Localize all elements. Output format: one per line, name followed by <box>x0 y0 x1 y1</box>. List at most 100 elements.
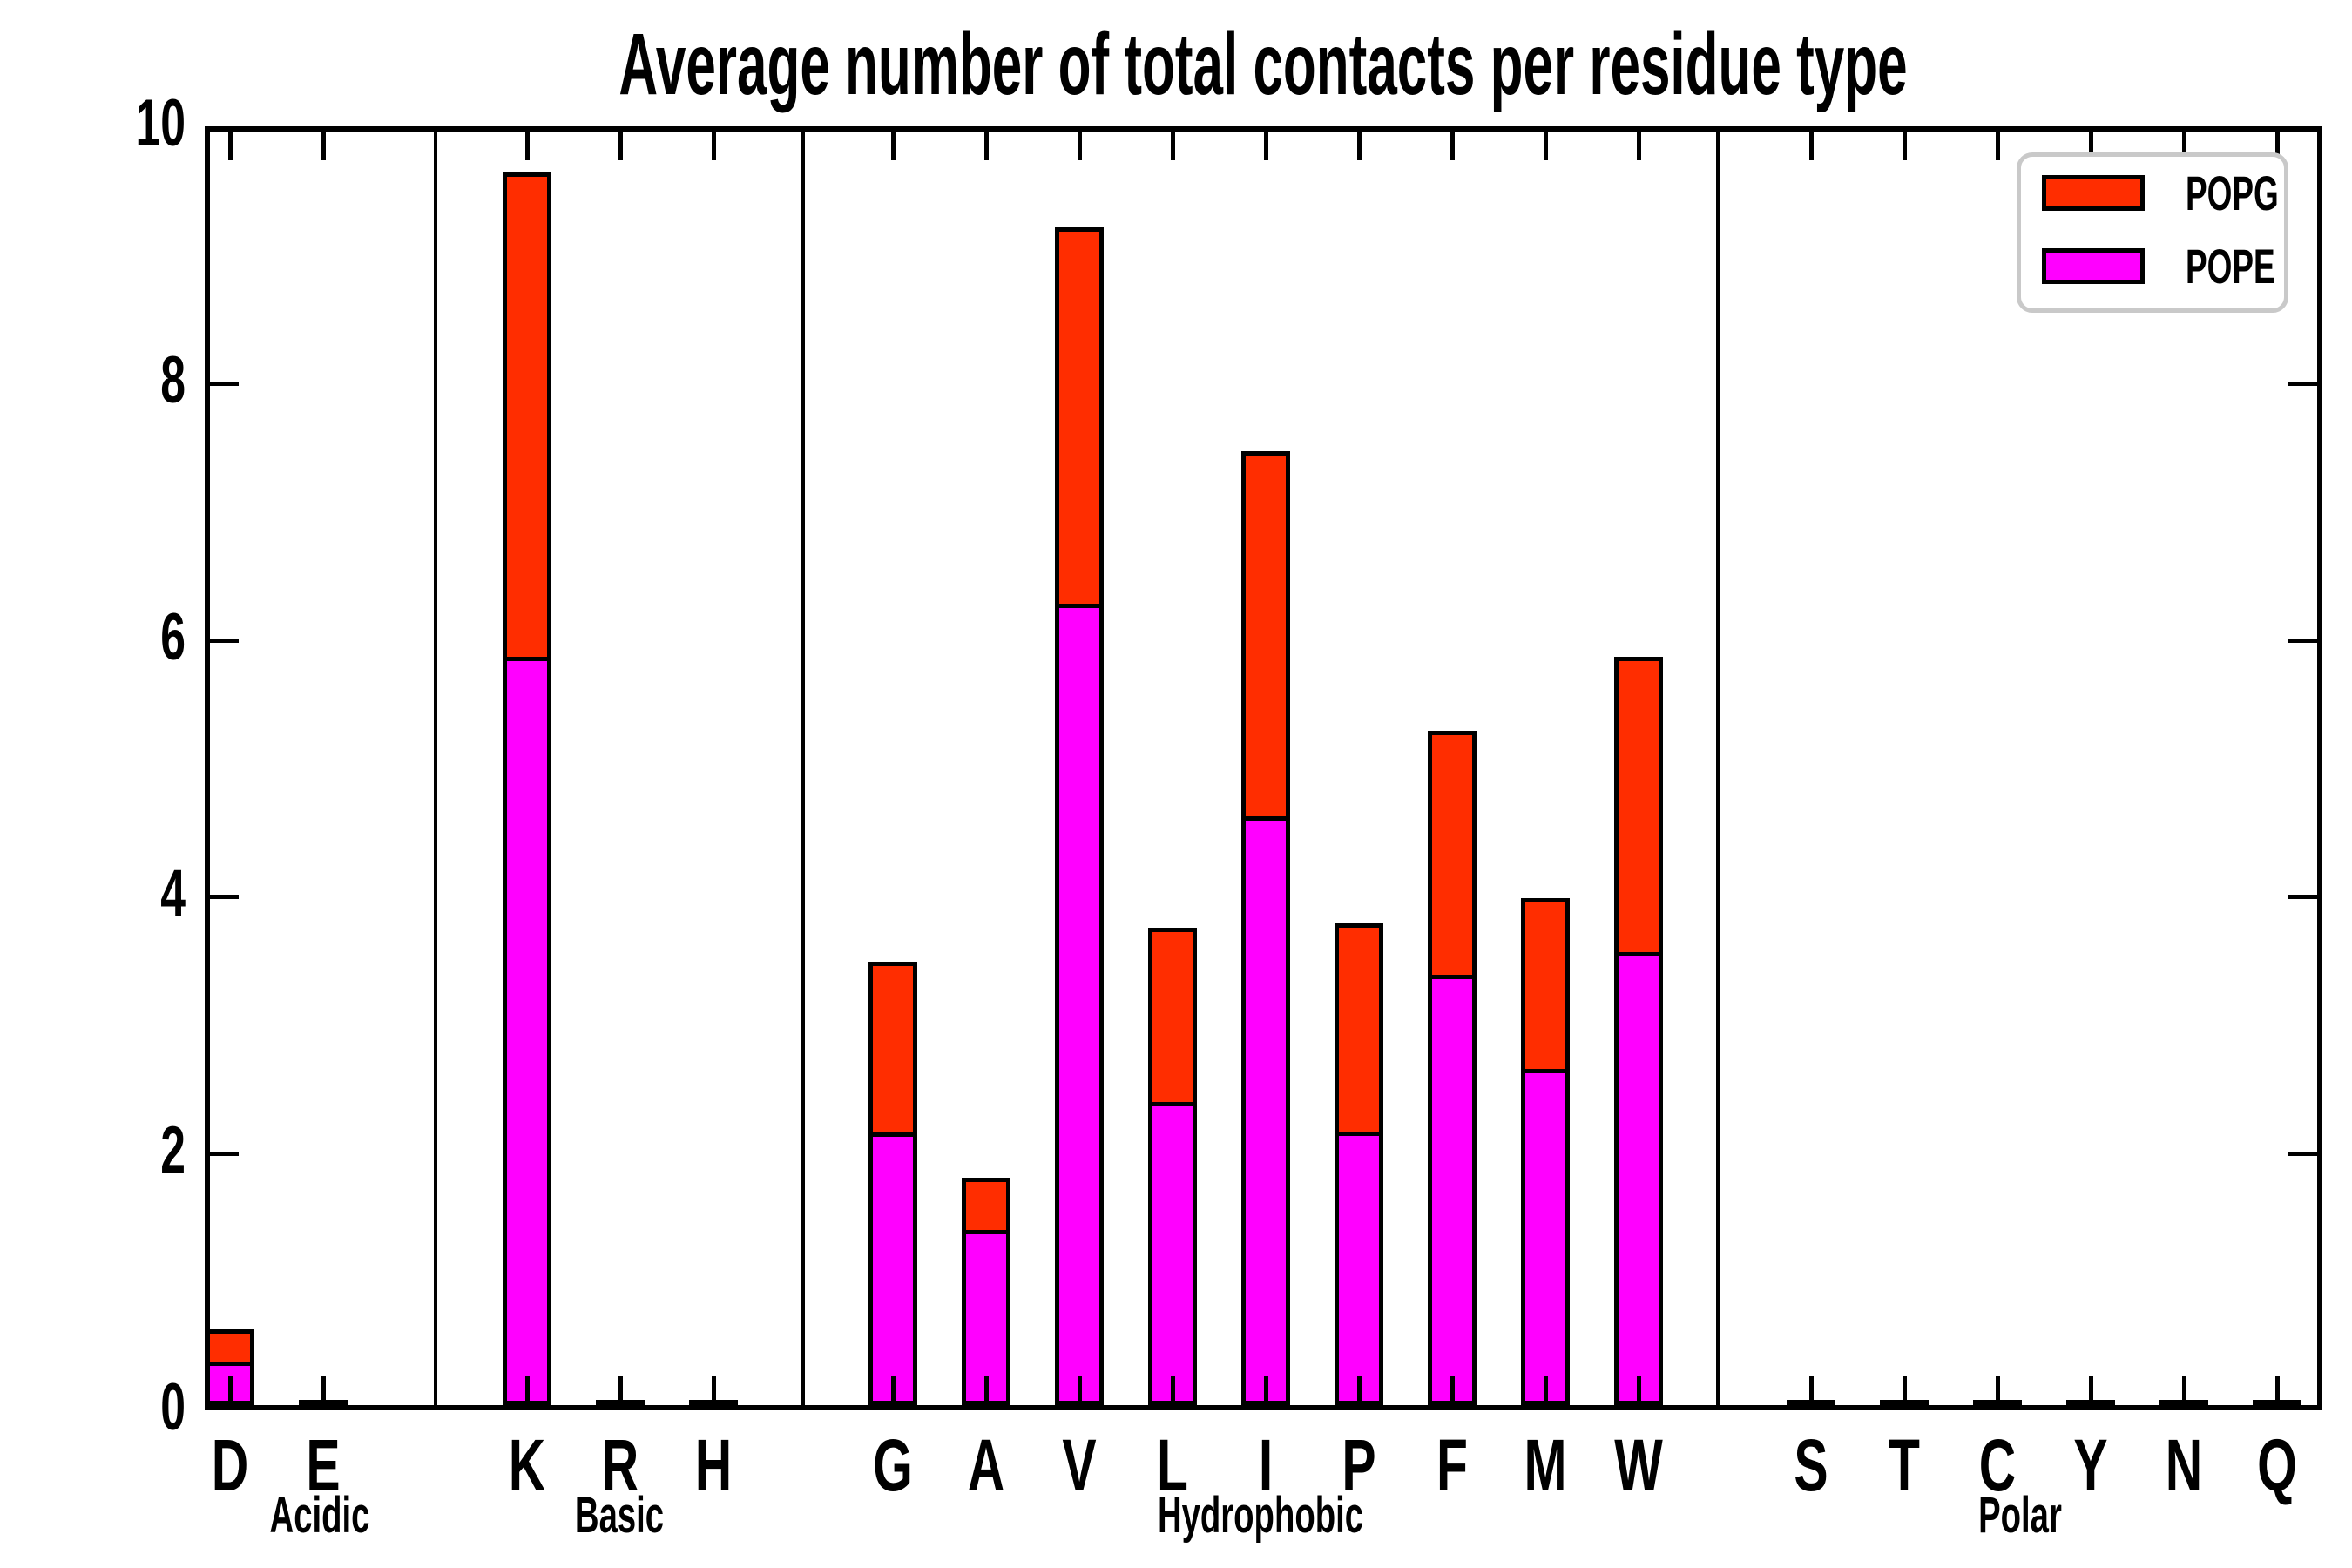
x-tick-bottom-K <box>525 1376 530 1405</box>
bar-W-popg-segment <box>1619 661 1659 956</box>
x-tick-top-A <box>984 132 989 160</box>
bar-V <box>1055 227 1104 1405</box>
y-tick-left-4 <box>210 895 239 900</box>
x-tick-top-Q <box>2275 132 2280 160</box>
x-tick-top-C <box>1996 132 2000 160</box>
x-tick-top-F <box>1450 132 1455 160</box>
x-tick-label-F: F <box>1436 1424 1468 1506</box>
x-tick-label-V: V <box>1062 1424 1097 1506</box>
x-tick-top-T <box>1903 132 1907 160</box>
x-tick-label-Y: Y <box>2073 1424 2108 1506</box>
x-tick-label-N: N <box>2165 1424 2203 1506</box>
x-tick-bottom-H <box>712 1376 716 1405</box>
bar-F <box>1428 731 1477 1405</box>
x-tick-label-D: D <box>211 1424 249 1506</box>
y-tick-label-4: 4 <box>160 856 186 931</box>
x-tick-label-C: C <box>1978 1424 2017 1506</box>
x-tick-label-W: W <box>1614 1424 1663 1506</box>
x-tick-top-M <box>1544 132 1548 160</box>
bar-D <box>206 1329 254 1405</box>
x-tick-bottom-A <box>984 1376 989 1405</box>
x-tick-bottom-M <box>1544 1376 1548 1405</box>
x-tick-label-P: P <box>1342 1424 1376 1506</box>
x-tick-bottom-P <box>1357 1376 1362 1405</box>
y-tick-label-6: 6 <box>160 599 186 674</box>
x-tick-top-D <box>228 132 233 160</box>
x-tick-top-E <box>321 132 326 160</box>
x-tick-bottom-L <box>1171 1376 1175 1405</box>
x-tick-label-Q: Q <box>2257 1424 2297 1506</box>
group-separator <box>1716 132 1720 1405</box>
x-tick-bottom-D <box>228 1376 233 1405</box>
x-tick-top-P <box>1357 132 1362 160</box>
x-tick-bottom-R <box>618 1376 623 1405</box>
bar-A-popg-segment <box>966 1182 1006 1234</box>
x-tick-bottom-T <box>1903 1376 1907 1405</box>
x-tick-top-L <box>1171 132 1175 160</box>
x-tick-top-W <box>1637 132 1641 160</box>
bar-K-popg-segment <box>507 177 547 661</box>
x-tick-label-S: S <box>1794 1424 1828 1506</box>
bar-D-popg-segment <box>210 1334 250 1366</box>
bar-M-popg-segment <box>1525 902 1565 1073</box>
bar-F-popg-segment <box>1432 735 1472 979</box>
x-tick-label-E: E <box>306 1424 341 1506</box>
legend-label: POPE <box>2186 238 2275 294</box>
bar-G-popg-segment <box>873 966 913 1137</box>
y-tick-label-10: 10 <box>135 86 186 160</box>
bar-V-popg-segment <box>1059 232 1099 608</box>
bar-P-popg-segment <box>1339 928 1379 1136</box>
y-tick-right-6 <box>2288 638 2317 643</box>
x-tick-top-H <box>712 132 716 160</box>
pope-swatch <box>2042 248 2145 284</box>
bar-W <box>1614 657 1663 1405</box>
plot-area: POPG POPE <box>205 126 2322 1410</box>
bar-L <box>1148 928 1197 1405</box>
group-label-basic: Basic <box>574 1487 665 1544</box>
legend-item-popg: POPG <box>2042 166 2279 219</box>
x-tick-bottom-Y <box>2089 1376 2093 1405</box>
bar-I <box>1241 451 1290 1405</box>
x-tick-bottom-F <box>1450 1376 1455 1405</box>
x-tick-label-R: R <box>601 1424 639 1506</box>
popg-swatch <box>2042 175 2145 211</box>
bar-K <box>503 172 551 1405</box>
bar-G <box>868 962 917 1405</box>
y-tick-label-2: 2 <box>160 1113 186 1188</box>
x-tick-label-T: T <box>1889 1424 1920 1506</box>
group-label-acidic: Acidic <box>269 1487 370 1544</box>
x-tick-top-S <box>1809 132 1814 160</box>
x-tick-label-I: I <box>1258 1424 1274 1506</box>
bar-I-popg-segment <box>1246 456 1286 821</box>
x-tick-bottom-N <box>2182 1376 2186 1405</box>
y-tick-right-2 <box>2288 1152 2317 1157</box>
x-tick-bottom-C <box>1996 1376 2000 1405</box>
x-tick-top-N <box>2182 132 2186 160</box>
x-tick-top-R <box>618 132 623 160</box>
legend: POPG POPE <box>2017 152 2288 313</box>
x-tick-top-V <box>1078 132 1082 160</box>
x-tick-bottom-Q <box>2275 1376 2280 1405</box>
y-tick-left-6 <box>210 638 239 643</box>
y-tick-left-8 <box>210 381 239 386</box>
y-tick-label-0: 0 <box>160 1370 186 1444</box>
x-tick-label-M: M <box>1524 1424 1567 1506</box>
x-tick-bottom-V <box>1078 1376 1082 1405</box>
group-label-hydrophobic: Hydrophobic <box>1157 1487 1364 1544</box>
x-tick-label-H: H <box>694 1424 733 1506</box>
y-tick-right-4 <box>2288 895 2317 900</box>
bar-A <box>962 1178 1010 1405</box>
y-tick-right-8 <box>2288 381 2317 386</box>
x-tick-bottom-G <box>891 1376 896 1405</box>
legend-label: POPG <box>2186 165 2279 220</box>
bar-M <box>1521 898 1570 1405</box>
bar-P <box>1335 923 1383 1405</box>
group-label-polar: Polar <box>1978 1487 2062 1544</box>
group-separator <box>801 132 805 1405</box>
x-tick-top-K <box>525 132 530 160</box>
x-tick-bottom-S <box>1809 1376 1814 1405</box>
y-tick-label-8: 8 <box>160 342 186 417</box>
x-tick-label-L: L <box>1157 1424 1188 1506</box>
x-tick-top-I <box>1264 132 1268 160</box>
